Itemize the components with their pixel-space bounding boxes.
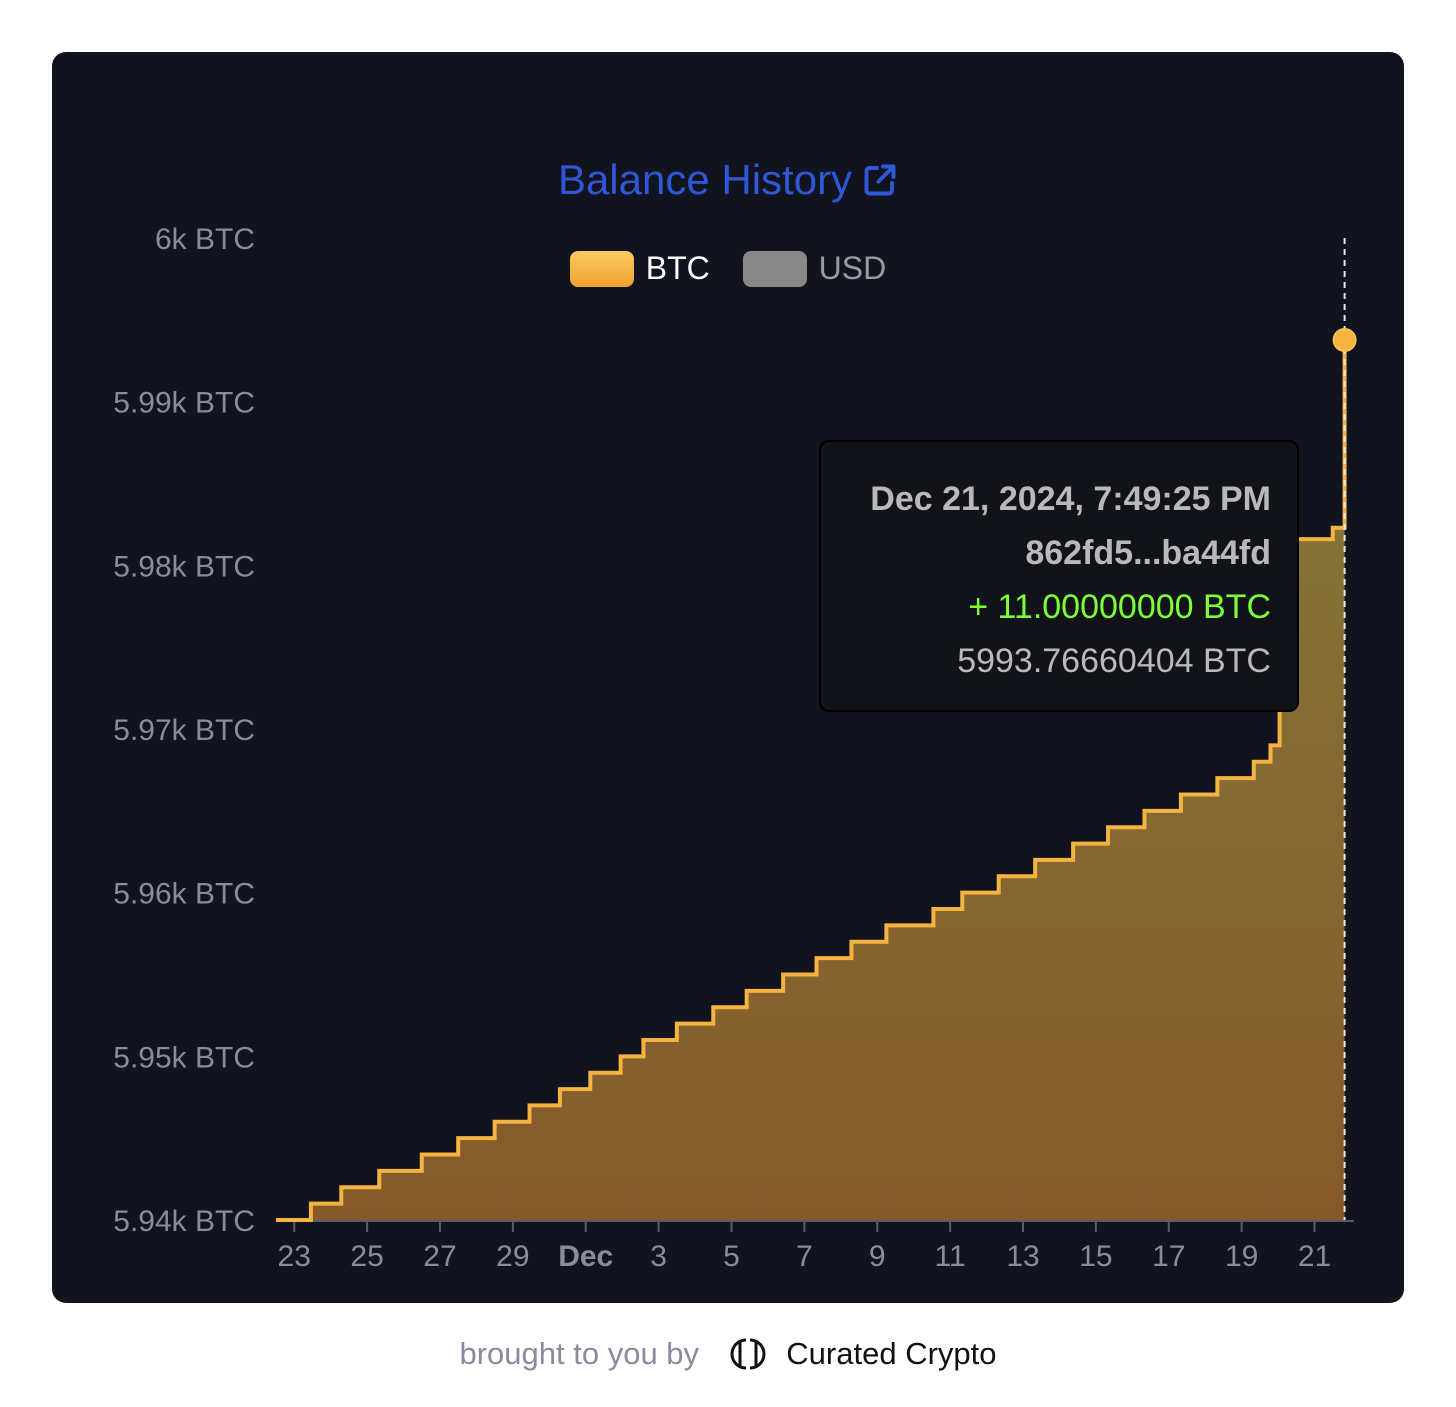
tooltip-tx-hash: 862fd5...ba44fd: [1025, 534, 1271, 572]
legend-label-usd: USD: [818, 250, 887, 286]
x-tick-label: 21: [1298, 1240, 1331, 1273]
hover-point-marker: [1332, 327, 1357, 352]
btc-area-fill: [276, 339, 1345, 1220]
x-tick-label: 19: [1225, 1240, 1258, 1273]
y-tick-label: 5.99k BTC: [113, 387, 255, 420]
x-tick-label: 25: [350, 1240, 383, 1273]
chart-title: Balance History: [557, 156, 853, 203]
x-tick-label: Dec: [558, 1240, 613, 1273]
legend-swatch-usd: [742, 250, 807, 287]
x-tick-label: 11: [935, 1240, 966, 1273]
x-tick-label: 23: [278, 1240, 311, 1273]
chart-legend: BTC USD: [52, 250, 1404, 295]
y-tick-label: 5.96k BTC: [113, 878, 255, 911]
x-tick-label: 15: [1079, 1240, 1112, 1273]
tooltip-delta: + 11.00000000 BTC: [968, 588, 1271, 626]
y-tick-label: 6k BTC: [155, 223, 255, 256]
balance-chart[interactable]: 5.94k BTC 5.95k BTC 5.96k BTC 5.97k BTC 5.98…: [0, 0, 1456, 1300]
chart-title-link[interactable]: Balance History: [52, 156, 1404, 204]
external-link-icon: [864, 164, 896, 196]
chart-tooltip: Dec 21, 2024, 7:49:25 PM 862fd5...ba44fd…: [819, 440, 1299, 712]
x-tick-label: 17: [1152, 1240, 1185, 1273]
x-tick-label: 29: [496, 1240, 529, 1273]
legend-item-btc[interactable]: BTC: [569, 250, 710, 287]
x-tick-label: 13: [1006, 1240, 1039, 1273]
tooltip-date: Dec 21, 2024, 7:49:25 PM: [870, 480, 1271, 518]
x-tick-label: 3: [650, 1240, 667, 1273]
footer: brought to you by Curated Crypto: [0, 1336, 1456, 1372]
legend-item-usd[interactable]: USD: [742, 250, 887, 287]
y-tick-label: 5.97k BTC: [113, 714, 255, 747]
x-tick-label: 5: [723, 1240, 740, 1273]
x-tick-label: 27: [423, 1240, 456, 1273]
x-tick-label: 9: [869, 1240, 886, 1273]
legend-label-btc: BTC: [645, 250, 710, 286]
x-tick-label: 7: [796, 1240, 813, 1273]
y-tick-label: 5.95k BTC: [113, 1041, 255, 1074]
legend-swatch-btc: [569, 250, 634, 287]
y-tick-label: 5.98k BTC: [113, 550, 255, 583]
btc-step-line: [276, 339, 1347, 1222]
y-tick-label: 5.94k BTC: [113, 1205, 255, 1238]
footer-brand: Curated Crypto: [786, 1336, 997, 1371]
tooltip-balance: 5993.76660404 BTC: [957, 642, 1271, 680]
curated-crypto-logo-icon: [730, 1338, 766, 1370]
footer-prefix: brought to you by: [459, 1336, 700, 1371]
